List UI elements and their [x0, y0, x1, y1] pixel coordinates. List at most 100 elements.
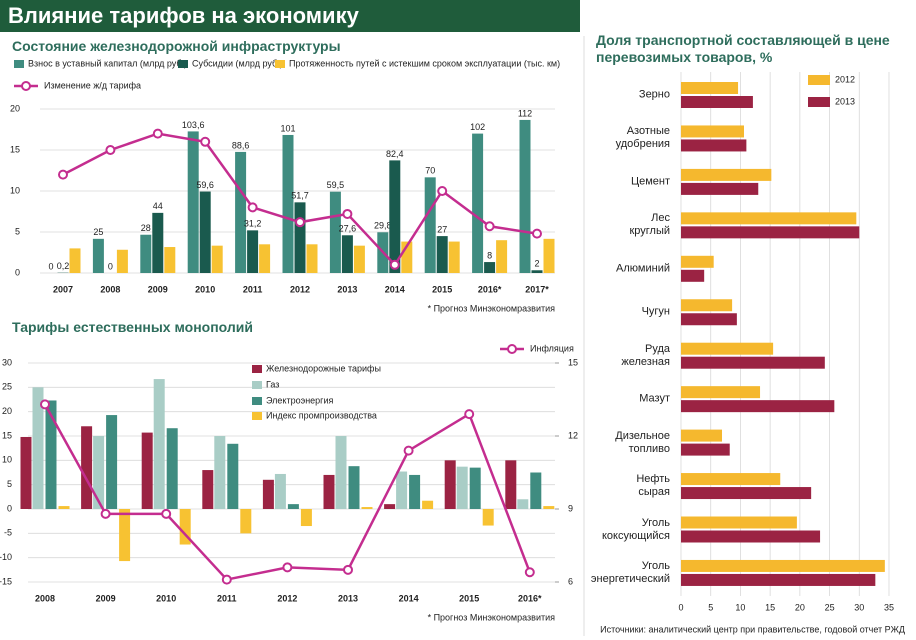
bar: [329, 191, 341, 273]
y-tick-label: 20: [2, 406, 12, 416]
line-point: [464, 409, 475, 420]
bar: [323, 474, 335, 509]
x-tick-label: 2011: [217, 593, 237, 603]
x-tick-label: 2016*: [518, 593, 542, 603]
bar: [469, 467, 481, 509]
bar: [681, 400, 835, 413]
y-tick-label: Уголь энергетический: [590, 559, 670, 585]
bar: [444, 460, 456, 509]
value-label: 0: [48, 261, 53, 271]
y-tick-label: Алюминий: [616, 262, 670, 275]
legend-label: Газ: [266, 379, 279, 389]
x-tick-label: 5: [708, 602, 713, 612]
bar: [681, 182, 759, 195]
bar: [199, 191, 211, 273]
value-label: 59,6: [196, 180, 214, 190]
y-tick-label: 15: [10, 144, 20, 154]
legend-swatch: [14, 60, 24, 68]
bar: [92, 238, 104, 273]
bar: [300, 509, 312, 527]
y-tick-label: -15: [0, 576, 12, 586]
legend-swatch: [252, 397, 262, 405]
value-label: 82,4: [386, 149, 404, 159]
y-tick-label: -10: [0, 552, 12, 562]
x-tick-label: 2010: [156, 593, 176, 603]
line-point: [524, 567, 535, 578]
bar: [681, 269, 705, 282]
bar: [448, 241, 460, 273]
value-label: 103,6: [182, 120, 205, 130]
line-point: [295, 217, 305, 228]
value-label: 59,5: [327, 180, 345, 190]
legend-swatch: [275, 60, 285, 68]
y-tick-label: Зерно: [638, 88, 670, 101]
bar: [681, 342, 774, 355]
chart-title: Состояние железнодорожной инфраструктуры: [12, 38, 341, 54]
y-tick-label: 0: [15, 267, 20, 277]
bar: [384, 504, 396, 509]
bar: [58, 506, 70, 509]
y-tick-label: Нефть сырая: [636, 473, 670, 499]
y-tick-label: Лес круглый: [629, 212, 670, 238]
y-tick-label: Дизельное топливо: [615, 429, 670, 455]
value-label: 44: [153, 201, 163, 211]
x-tick-label: 2008: [100, 284, 120, 294]
bar: [531, 270, 543, 273]
line-point: [152, 128, 163, 139]
y-tick-label: 15: [2, 430, 12, 440]
bar: [517, 499, 529, 509]
value-label: 0: [108, 261, 113, 271]
value-label: 29,8: [374, 221, 392, 231]
x-tick-label: 2014: [399, 593, 419, 603]
bar: [424, 177, 436, 273]
value-label: 2: [534, 259, 539, 269]
bar: [153, 379, 165, 509]
source-note: Источники: аналитический центр при прави…: [600, 624, 905, 634]
line-point: [247, 202, 258, 213]
y-tick-label: 20: [10, 103, 20, 113]
y2-tick-label: 6: [568, 576, 573, 586]
bar: [389, 160, 401, 273]
x-tick-label: 2012: [277, 593, 297, 603]
bar: [681, 356, 825, 369]
bar: [681, 255, 714, 268]
value-label: 27,6: [339, 224, 357, 234]
x-tick-label: 2007: [53, 284, 73, 294]
bar: [202, 470, 214, 509]
line-point: [105, 145, 116, 155]
y-tick-label: 25: [2, 382, 12, 392]
x-tick-label: 2008: [35, 593, 55, 603]
value-label: 27: [437, 224, 447, 234]
x-tick-label: 2012: [290, 284, 310, 294]
line-point: [282, 562, 293, 573]
value-label: 70: [425, 166, 435, 176]
bar: [341, 235, 353, 273]
bar: [681, 487, 812, 500]
x-tick-label: 2010: [195, 284, 215, 294]
bar: [681, 559, 885, 572]
bar: [247, 230, 259, 273]
y-tick-label: Чугун: [641, 305, 670, 318]
bar: [187, 131, 199, 273]
value-label: 28: [141, 223, 151, 233]
bar: [81, 426, 93, 509]
bar: [287, 504, 299, 509]
bar: [681, 313, 737, 326]
legend-label: 2013: [835, 96, 855, 106]
line-point: [200, 136, 211, 147]
y-tick-label: 10: [10, 185, 20, 195]
y-tick-label: 0: [7, 503, 12, 513]
x-tick-label: 2013: [338, 593, 358, 603]
bar: [496, 240, 508, 273]
bar: [543, 506, 555, 509]
bar: [164, 247, 176, 273]
legend-swatch: [808, 75, 830, 85]
line-point: [484, 221, 495, 232]
bar: [119, 509, 131, 562]
x-tick-label: 2015: [459, 593, 479, 603]
legend-swatch: [252, 412, 262, 420]
bar: [274, 473, 286, 509]
line-point: [437, 186, 448, 196]
bar: [294, 202, 306, 273]
